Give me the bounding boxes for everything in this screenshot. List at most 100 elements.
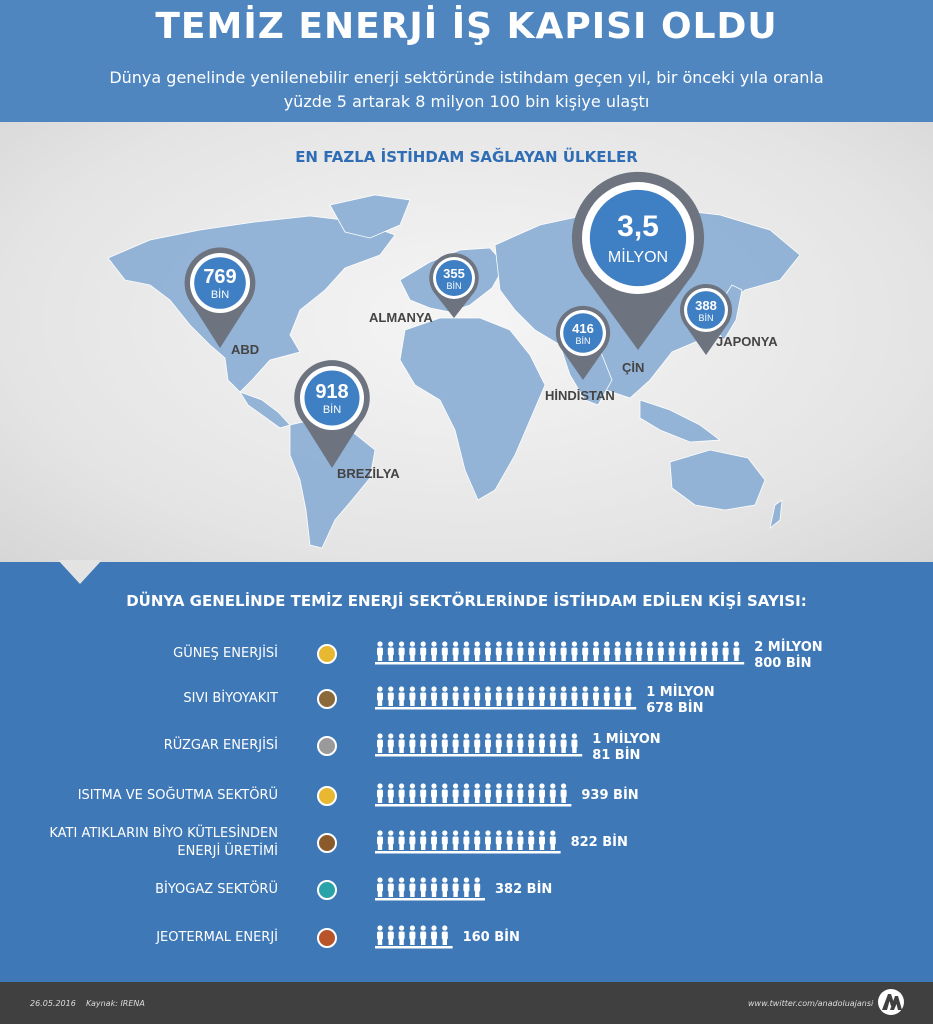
person-icon [377, 830, 383, 850]
person-icon [593, 641, 599, 661]
person-icon [431, 686, 437, 706]
person-icon [463, 877, 470, 897]
sector-value-line: 678 BİN [646, 701, 704, 716]
person-icon [420, 877, 427, 897]
sector-value: 160 BİN [463, 930, 520, 946]
person-icon [528, 830, 535, 850]
person-icon [398, 877, 405, 897]
sector-value: 2 MİLYON 800 BİN [754, 640, 823, 672]
subtitle-line-2: yüzde 5 artarak 8 milyon 100 bin kişiye … [283, 92, 650, 111]
person-icon [549, 733, 556, 753]
person-icon [409, 877, 416, 897]
person-icon [603, 686, 610, 706]
sector-label: BİYOGAZ SEKTÖRÜ [155, 881, 278, 899]
person-icon [387, 733, 394, 753]
person-icon [387, 830, 394, 850]
sector-label-line: ENERJİ ÜRETİMİ [177, 844, 278, 859]
central-america-shape [239, 391, 291, 429]
person-icon [603, 641, 610, 661]
person-icon [485, 641, 491, 661]
person-icon [485, 733, 491, 753]
country-label-hindistan: HİNDİSTAN [545, 388, 615, 403]
person-icon [560, 783, 567, 803]
sector-value: 1 MİLYON 678 BİN [646, 685, 715, 717]
person-icon [441, 830, 448, 850]
sector-label: RÜZGAR ENERJİSİ [164, 737, 278, 755]
sector-panel [0, 562, 933, 982]
person-icon [452, 686, 459, 706]
person-icon [409, 830, 416, 850]
australia-shape [669, 449, 766, 511]
person-icon [582, 641, 589, 661]
sector-value: 822 BİN [571, 835, 628, 851]
people-baseline [375, 898, 485, 901]
footer-url[interactable]: www.twitter.com/anadoluajansi [748, 999, 874, 1008]
sector-value: 1 MİLYON 81 BİN [592, 732, 661, 764]
people-baseline [375, 707, 637, 710]
person-icon [614, 641, 621, 661]
person-icon [539, 641, 545, 661]
sector-value-line: 800 BİN [754, 656, 812, 671]
pin-unit: BİN [446, 281, 461, 291]
person-icon [647, 641, 653, 661]
people-baseline [375, 804, 572, 807]
person-icon [463, 686, 470, 706]
person-icon [398, 733, 405, 753]
person-icon [398, 686, 405, 706]
person-icon [441, 783, 448, 803]
person-icon [474, 733, 481, 753]
map-title: EN FAZLA İSTİHDAM SAĞLAYAN ÜLKELER [295, 148, 638, 166]
new-zealand-shape [769, 499, 783, 530]
greenland-shape [329, 194, 411, 239]
person-icon [506, 733, 513, 753]
sector-value-line: 822 BİN [570, 835, 628, 850]
people-bar [375, 877, 485, 901]
sector-label-line: GÜNEŞ ENERJİSİ [173, 646, 278, 661]
person-icon [528, 641, 535, 661]
person-icon [452, 830, 459, 850]
person-icon [463, 733, 470, 753]
person-icon [506, 783, 513, 803]
sector-value-line: 160 BİN [462, 930, 520, 945]
sector-label: GÜNEŞ ENERJİSİ [173, 645, 278, 663]
person-icon [441, 686, 448, 706]
person-icon [539, 686, 545, 706]
sun-icon [317, 644, 337, 664]
person-icon [431, 783, 437, 803]
person-icon [517, 733, 524, 753]
person-icon [539, 830, 545, 850]
person-icon [463, 783, 470, 803]
person-icon [431, 925, 437, 945]
person-icon [679, 641, 686, 661]
person-icon [668, 641, 675, 661]
person-icon [571, 641, 578, 661]
person-icon [474, 686, 481, 706]
sector-value-line: 939 BİN [581, 788, 639, 803]
person-icon [560, 641, 567, 661]
person-icon [495, 641, 502, 661]
sector-value-line: 1 MİLYON [646, 685, 715, 700]
person-icon [701, 641, 707, 661]
person-icon [377, 925, 383, 945]
person-icon [377, 641, 383, 661]
people-baseline [375, 946, 453, 949]
sector-value-line: 81 BİN [592, 748, 641, 763]
person-icon [431, 733, 437, 753]
people-baseline [375, 754, 583, 757]
person-icon [560, 686, 567, 706]
people-baseline [375, 662, 745, 665]
pin-unit: BİN [575, 336, 590, 346]
map-pin-4: 3,5 MİLYON [571, 171, 705, 350]
person-icon [528, 733, 535, 753]
person-icon [452, 641, 459, 661]
person-icon [387, 686, 394, 706]
person-icon [722, 641, 729, 661]
footer-date: 26.05.2016 [30, 999, 76, 1008]
pin-value: 388 [695, 298, 717, 313]
person-icon [420, 925, 427, 945]
sector-label: SIVI BİYOYAKIT [183, 690, 278, 708]
person-icon [398, 925, 405, 945]
person-icon [657, 641, 664, 661]
